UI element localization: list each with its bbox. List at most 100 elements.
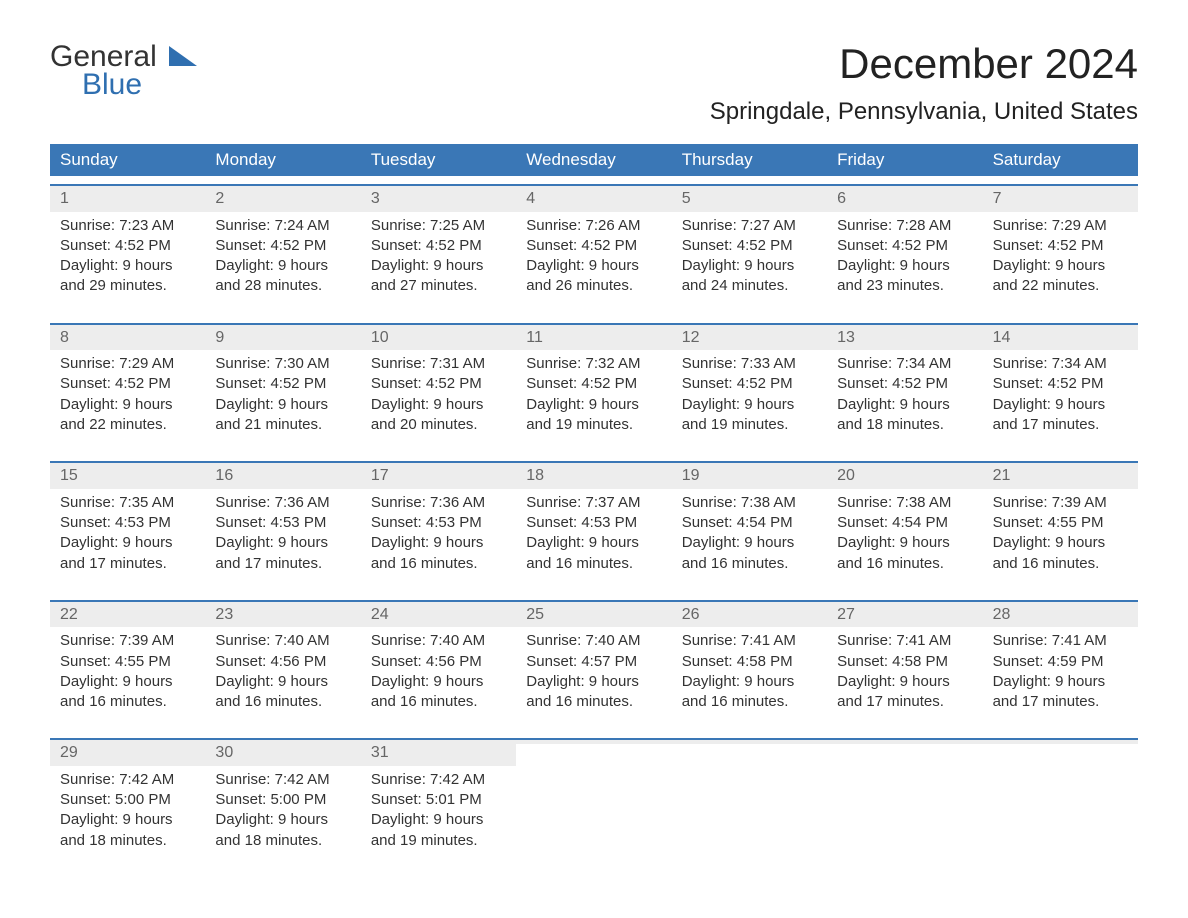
sunset-text: Sunset: 5:00 PM — [60, 790, 195, 810]
day-details: Sunrise: 7:25 AMSunset: 4:52 PMDaylight:… — [361, 212, 516, 315]
day-details: Sunrise: 7:32 AMSunset: 4:52 PMDaylight:… — [516, 350, 671, 453]
daylight-text: and 16 minutes. — [526, 554, 661, 574]
day-details: Sunrise: 7:42 AMSunset: 5:00 PMDaylight:… — [50, 766, 205, 869]
daylight-text: and 17 minutes. — [837, 692, 972, 712]
calendar-week: 8Sunrise: 7:29 AMSunset: 4:52 PMDaylight… — [50, 323, 1138, 454]
daylight-text: Daylight: 9 hours — [371, 672, 506, 692]
calendar-day: 10Sunrise: 7:31 AMSunset: 4:52 PMDayligh… — [361, 325, 516, 454]
calendar-week: 15Sunrise: 7:35 AMSunset: 4:53 PMDayligh… — [50, 461, 1138, 592]
sunset-text: Sunset: 4:52 PM — [837, 236, 972, 256]
daylight-text: Daylight: 9 hours — [993, 395, 1128, 415]
sunrise-text: Sunrise: 7:40 AM — [215, 631, 350, 651]
calendar-day: 29Sunrise: 7:42 AMSunset: 5:00 PMDayligh… — [50, 740, 205, 869]
calendar-day: 3Sunrise: 7:25 AMSunset: 4:52 PMDaylight… — [361, 186, 516, 315]
sunrise-text: Sunrise: 7:34 AM — [837, 354, 972, 374]
day-details: Sunrise: 7:41 AMSunset: 4:58 PMDaylight:… — [672, 627, 827, 730]
weekday-header: Friday — [827, 144, 982, 176]
sunset-text: Sunset: 4:52 PM — [60, 236, 195, 256]
weekday-header: Monday — [205, 144, 360, 176]
daylight-text: Daylight: 9 hours — [60, 533, 195, 553]
logo-triangle-icon — [169, 46, 197, 66]
calendar-day — [516, 740, 671, 869]
calendar-day: 8Sunrise: 7:29 AMSunset: 4:52 PMDaylight… — [50, 325, 205, 454]
sunset-text: Sunset: 4:52 PM — [682, 236, 817, 256]
day-details — [983, 744, 1138, 838]
daylight-text: and 23 minutes. — [837, 276, 972, 296]
daylight-text: Daylight: 9 hours — [215, 533, 350, 553]
daylight-text: and 28 minutes. — [215, 276, 350, 296]
daylight-text: Daylight: 9 hours — [215, 256, 350, 276]
daylight-text: and 17 minutes. — [993, 692, 1128, 712]
day-number: 29 — [50, 740, 205, 766]
day-number: 14 — [983, 325, 1138, 351]
day-details — [827, 744, 982, 838]
calendar-day: 22Sunrise: 7:39 AMSunset: 4:55 PMDayligh… — [50, 602, 205, 731]
day-details — [672, 744, 827, 838]
sunset-text: Sunset: 4:54 PM — [682, 513, 817, 533]
calendar-day — [983, 740, 1138, 869]
day-details: Sunrise: 7:26 AMSunset: 4:52 PMDaylight:… — [516, 212, 671, 315]
daylight-text: and 16 minutes. — [993, 554, 1128, 574]
sunrise-text: Sunrise: 7:30 AM — [215, 354, 350, 374]
daylight-text: and 16 minutes. — [682, 554, 817, 574]
daylight-text: and 27 minutes. — [371, 276, 506, 296]
sunrise-text: Sunrise: 7:27 AM — [682, 216, 817, 236]
weekday-header: Wednesday — [516, 144, 671, 176]
daylight-text: Daylight: 9 hours — [993, 533, 1128, 553]
sunrise-text: Sunrise: 7:40 AM — [526, 631, 661, 651]
sunrise-text: Sunrise: 7:38 AM — [682, 493, 817, 513]
sunset-text: Sunset: 4:53 PM — [215, 513, 350, 533]
sunrise-text: Sunrise: 7:31 AM — [371, 354, 506, 374]
daylight-text: Daylight: 9 hours — [371, 810, 506, 830]
sunrise-text: Sunrise: 7:36 AM — [371, 493, 506, 513]
daylight-text: Daylight: 9 hours — [60, 810, 195, 830]
day-number: 15 — [50, 463, 205, 489]
daylight-text: Daylight: 9 hours — [837, 256, 972, 276]
day-details: Sunrise: 7:40 AMSunset: 4:56 PMDaylight:… — [361, 627, 516, 730]
daylight-text: Daylight: 9 hours — [682, 395, 817, 415]
month-title: December 2024 — [710, 40, 1138, 88]
sunset-text: Sunset: 4:52 PM — [526, 236, 661, 256]
day-details: Sunrise: 7:39 AMSunset: 4:55 PMDaylight:… — [983, 489, 1138, 592]
sunset-text: Sunset: 4:52 PM — [215, 236, 350, 256]
sunrise-text: Sunrise: 7:36 AM — [215, 493, 350, 513]
calendar-day: 5Sunrise: 7:27 AMSunset: 4:52 PMDaylight… — [672, 186, 827, 315]
daylight-text: and 18 minutes. — [837, 415, 972, 435]
day-details: Sunrise: 7:28 AMSunset: 4:52 PMDaylight:… — [827, 212, 982, 315]
calendar-day: 15Sunrise: 7:35 AMSunset: 4:53 PMDayligh… — [50, 463, 205, 592]
calendar-day: 12Sunrise: 7:33 AMSunset: 4:52 PMDayligh… — [672, 325, 827, 454]
calendar-week: 1Sunrise: 7:23 AMSunset: 4:52 PMDaylight… — [50, 184, 1138, 315]
sunset-text: Sunset: 4:55 PM — [993, 513, 1128, 533]
day-details: Sunrise: 7:23 AMSunset: 4:52 PMDaylight:… — [50, 212, 205, 315]
calendar-day: 13Sunrise: 7:34 AMSunset: 4:52 PMDayligh… — [827, 325, 982, 454]
day-number: 9 — [205, 325, 360, 351]
daylight-text: Daylight: 9 hours — [60, 256, 195, 276]
sunset-text: Sunset: 4:52 PM — [60, 374, 195, 394]
sunset-text: Sunset: 4:53 PM — [526, 513, 661, 533]
sunrise-text: Sunrise: 7:38 AM — [837, 493, 972, 513]
calendar-day: 2Sunrise: 7:24 AMSunset: 4:52 PMDaylight… — [205, 186, 360, 315]
sunrise-text: Sunrise: 7:39 AM — [60, 631, 195, 651]
sunrise-text: Sunrise: 7:24 AM — [215, 216, 350, 236]
day-number: 20 — [827, 463, 982, 489]
daylight-text: Daylight: 9 hours — [682, 672, 817, 692]
calendar-day: 21Sunrise: 7:39 AMSunset: 4:55 PMDayligh… — [983, 463, 1138, 592]
sunrise-text: Sunrise: 7:34 AM — [993, 354, 1128, 374]
day-number: 5 — [672, 186, 827, 212]
calendar-day: 14Sunrise: 7:34 AMSunset: 4:52 PMDayligh… — [983, 325, 1138, 454]
day-number: 12 — [672, 325, 827, 351]
sunrise-text: Sunrise: 7:32 AM — [526, 354, 661, 374]
day-number: 28 — [983, 602, 1138, 628]
sunrise-text: Sunrise: 7:37 AM — [526, 493, 661, 513]
day-number: 7 — [983, 186, 1138, 212]
day-details: Sunrise: 7:41 AMSunset: 4:59 PMDaylight:… — [983, 627, 1138, 730]
day-number: 24 — [361, 602, 516, 628]
sunset-text: Sunset: 4:54 PM — [837, 513, 972, 533]
day-details: Sunrise: 7:36 AMSunset: 4:53 PMDaylight:… — [361, 489, 516, 592]
sunset-text: Sunset: 4:53 PM — [60, 513, 195, 533]
title-block: December 2024 Springdale, Pennsylvania, … — [710, 40, 1138, 126]
daylight-text: and 16 minutes. — [371, 554, 506, 574]
day-details: Sunrise: 7:34 AMSunset: 4:52 PMDaylight:… — [827, 350, 982, 453]
calendar-day: 16Sunrise: 7:36 AMSunset: 4:53 PMDayligh… — [205, 463, 360, 592]
daylight-text: Daylight: 9 hours — [837, 395, 972, 415]
